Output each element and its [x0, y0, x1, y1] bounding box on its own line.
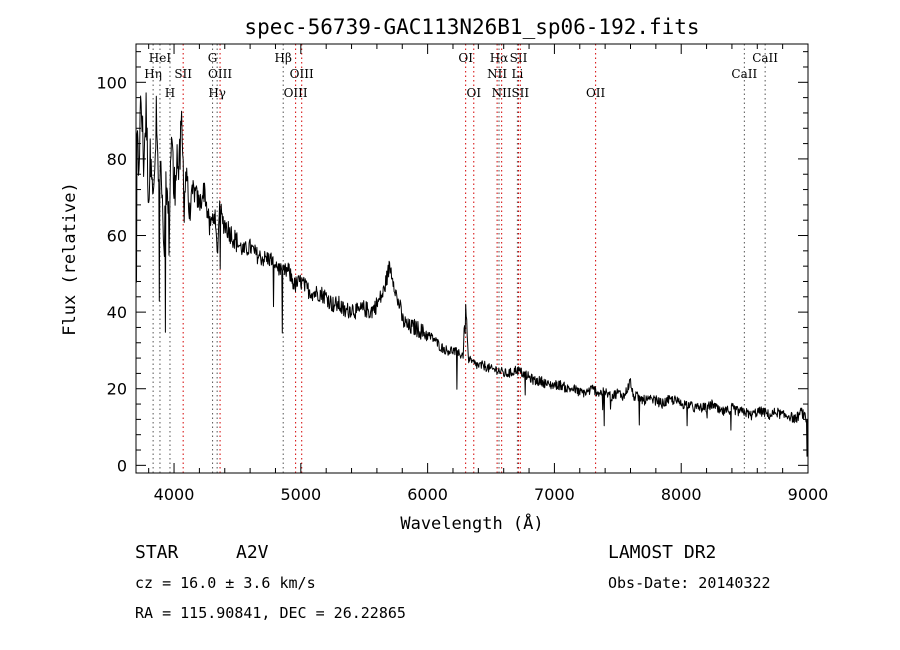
- spectrum-line: [135, 92, 809, 457]
- axes: 4000 5000 6000 7000 8000 9000 0 20 40 60 80 100: [96, 43, 829, 504]
- line-marker-label-2: SII: [174, 67, 192, 81]
- x-tick-label-4000: 4000: [154, 485, 195, 504]
- line-marker-label-9: OIII: [284, 86, 308, 100]
- line-marker-label-12: Hα: [490, 51, 509, 65]
- x-tick-label-5000: 5000: [280, 485, 321, 504]
- line-marker-label-16: NII: [492, 86, 512, 100]
- line-marker-label-13: SII: [510, 51, 528, 65]
- x-tick-label-9000: 9000: [788, 485, 829, 504]
- line-marker-label-3: H: [165, 86, 175, 100]
- spectrum-series: [135, 92, 809, 457]
- line-marker-label-18: OII: [586, 86, 606, 100]
- y-tick-label-40: 40: [107, 303, 127, 322]
- redshift-velocity: cz = 16.0 ± 3.6 km/s: [135, 574, 316, 592]
- y-tick-label-0: 0: [117, 456, 127, 475]
- line-marker-label-5: OIII: [208, 67, 232, 81]
- object-class: STAR: [135, 542, 179, 563]
- x-tick-label-7000: 7000: [534, 485, 575, 504]
- y-axis-label: Flux (relative): [60, 182, 80, 336]
- line-marker-label-6: Hγ: [208, 86, 226, 100]
- line-marker-label-10: OI: [458, 51, 473, 65]
- chart-title: spec-56739-GAC113N26B1_sp06-192.fits: [244, 15, 699, 39]
- x-axis-label: Wavelength (Å): [400, 512, 543, 534]
- y-tick-label-100: 100: [96, 73, 127, 92]
- line-marker-label-7: Hβ: [275, 51, 292, 65]
- x-tick-label-8000: 8000: [661, 485, 702, 504]
- observation-date: Obs-Date: 20140322: [608, 574, 771, 592]
- line-marker-label-15: Li: [511, 67, 523, 81]
- plot-frame: [135, 43, 809, 474]
- line-marker-label-0: HeI: [149, 51, 172, 65]
- object-subclass: A2V: [236, 542, 269, 563]
- survey-name: LAMOST DR2: [608, 542, 717, 563]
- coordinates: RA = 115.90841, DEC = 26.22865: [135, 604, 406, 622]
- line-marker-label-14: NII: [487, 67, 507, 81]
- y-tick-label-20: 20: [107, 380, 127, 399]
- line-marker-label-19: CaII: [752, 51, 778, 65]
- line-marker-label-4: G: [208, 51, 218, 65]
- line-marker-label-11: OI: [466, 86, 481, 100]
- x-tick-label-6000: 6000: [407, 485, 448, 504]
- line-marker-label-8: OIII: [290, 67, 314, 81]
- line-marker-label-1: Hη: [144, 67, 162, 81]
- y-tick-label-60: 60: [107, 227, 127, 246]
- line-marker-label-20: CaII: [731, 67, 757, 81]
- line-marker-label-17: SII: [511, 86, 529, 100]
- y-tick-label-80: 80: [107, 150, 127, 169]
